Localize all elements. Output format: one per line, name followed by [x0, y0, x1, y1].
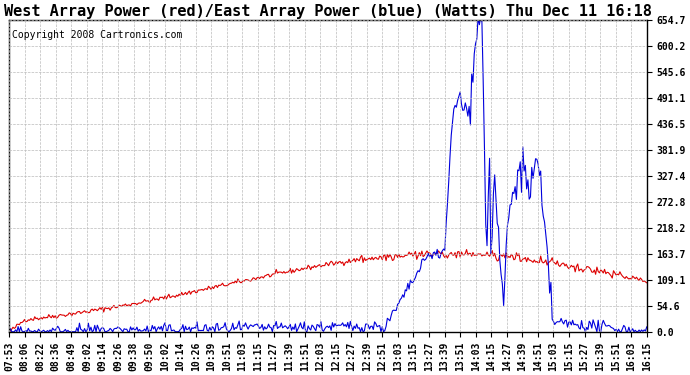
Title: West Array Power (red)/East Array Power (blue) (Watts) Thu Dec 11 16:18: West Array Power (red)/East Array Power …	[4, 4, 652, 19]
Text: Copyright 2008 Cartronics.com: Copyright 2008 Cartronics.com	[12, 30, 183, 40]
